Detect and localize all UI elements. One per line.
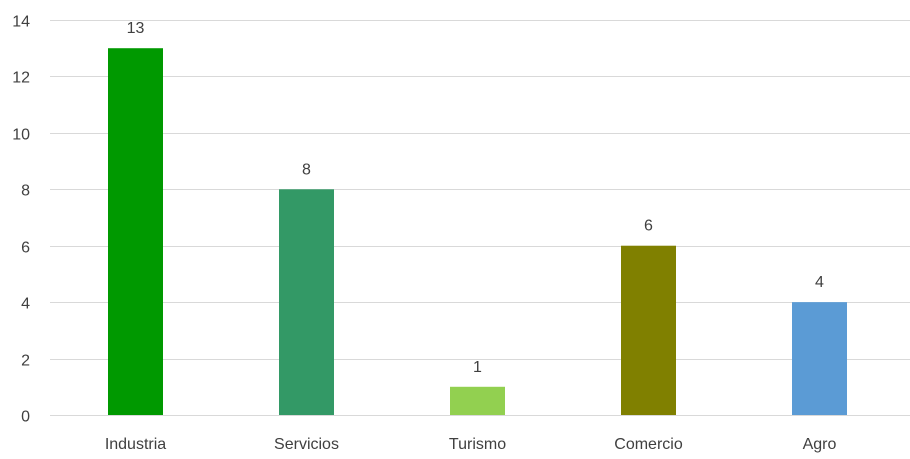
data-label-comercio: 6	[644, 218, 653, 235]
y-tick-label: 4	[21, 296, 30, 313]
bar-servicios	[279, 189, 334, 415]
bar-comercio	[621, 245, 676, 415]
bar-turismo	[450, 386, 505, 415]
category-label-agro: Agro	[803, 436, 837, 453]
bars	[108, 48, 847, 415]
gridlines	[50, 20, 910, 416]
data-label-servicios: 8	[302, 161, 311, 178]
category-label-comercio: Comercio	[614, 436, 683, 453]
category-label-turismo: Turismo	[449, 436, 506, 453]
data-label-turismo: 1	[473, 359, 482, 376]
y-tick-label: 12	[12, 70, 30, 87]
y-tick-label: 14	[12, 14, 30, 31]
y-tick-label: 6	[21, 240, 30, 257]
y-tick-label: 10	[12, 127, 30, 144]
y-tick-label: 0	[21, 409, 30, 426]
bar-agro	[792, 302, 847, 415]
data-labels: 13 8 1 6 4	[127, 20, 824, 376]
y-tick-label: 2	[21, 353, 30, 370]
x-axis-categories: Industria Servicios Turismo Comercio Agro	[105, 436, 837, 453]
category-label-industria: Industria	[105, 436, 166, 453]
data-label-industria: 13	[127, 20, 145, 37]
y-tick-label: 8	[21, 183, 30, 200]
data-label-agro: 4	[815, 274, 824, 291]
category-label-servicios: Servicios	[274, 436, 339, 453]
bar-industria	[108, 48, 163, 415]
y-axis-ticks: 0 2 4 6 8 10 12 14	[12, 14, 30, 426]
